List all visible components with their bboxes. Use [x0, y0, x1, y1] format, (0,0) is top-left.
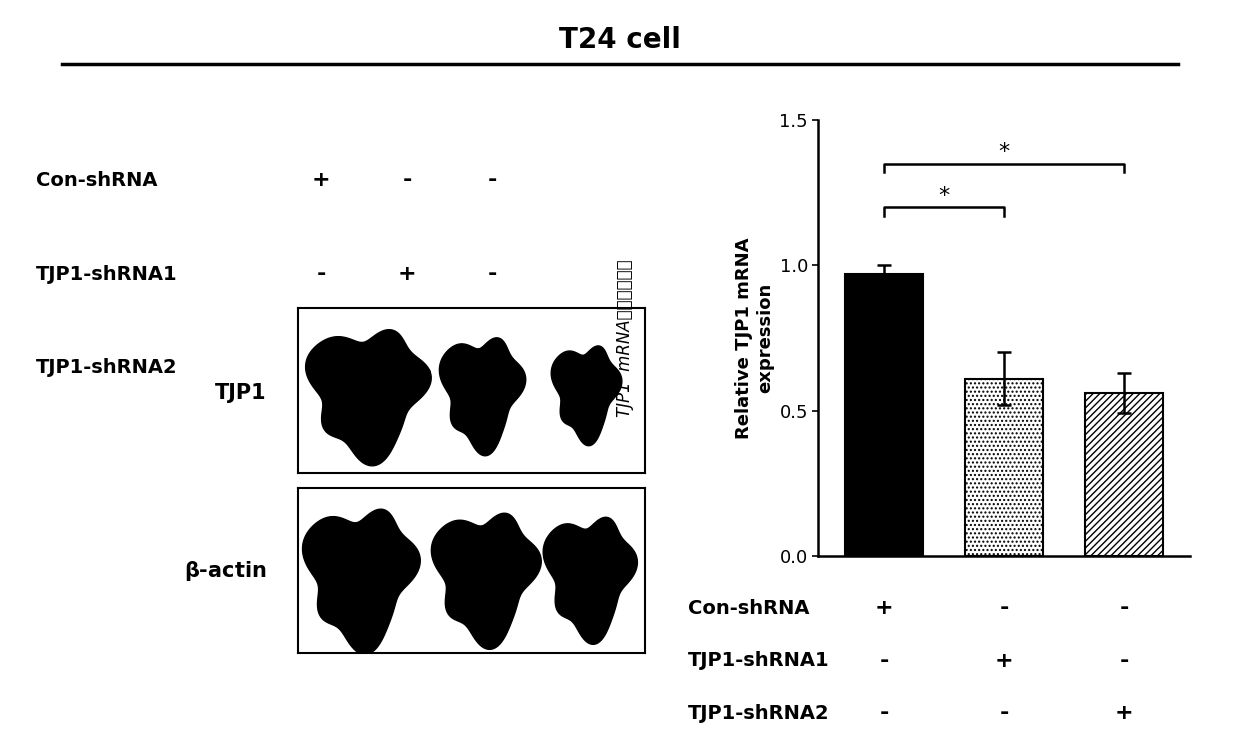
Text: +: +: [1115, 704, 1133, 723]
Text: TJP1  mRNA相对表达水平: TJP1 mRNA相对表达水平: [616, 259, 634, 417]
Text: -: -: [879, 704, 889, 723]
Text: -: -: [487, 264, 497, 284]
Text: -: -: [316, 264, 326, 284]
Text: -: -: [999, 599, 1009, 618]
Text: *: *: [939, 185, 950, 206]
Text: -: -: [487, 170, 497, 190]
Text: -: -: [1120, 599, 1130, 618]
Text: TJP1-shRNA1: TJP1-shRNA1: [688, 651, 830, 671]
Text: Con-shRNA: Con-shRNA: [36, 170, 157, 190]
Text: +: +: [398, 264, 417, 284]
Text: +: +: [484, 358, 502, 378]
Text: -: -: [1120, 651, 1130, 671]
Text: TJP1-shRNA1: TJP1-shRNA1: [36, 264, 177, 284]
Text: -: -: [402, 358, 412, 378]
Bar: [846, 274, 924, 556]
Text: +: +: [312, 170, 331, 190]
Polygon shape: [303, 509, 420, 654]
Text: -: -: [402, 170, 412, 190]
Text: -: -: [879, 651, 889, 671]
Bar: [966, 379, 1043, 556]
Text: Con-shRNA: Con-shRNA: [688, 599, 810, 618]
Text: -: -: [999, 704, 1009, 723]
Polygon shape: [552, 346, 622, 446]
Polygon shape: [543, 517, 637, 644]
Text: *: *: [998, 142, 1011, 162]
Text: $\mathbf{\beta}$-actin: $\mathbf{\beta}$-actin: [185, 559, 267, 583]
Text: +: +: [875, 599, 894, 618]
Text: +: +: [994, 651, 1014, 671]
Text: TJP1: TJP1: [215, 383, 267, 403]
Polygon shape: [320, 353, 430, 407]
Bar: [1085, 393, 1163, 556]
Text: TJP1-shRNA2: TJP1-shRNA2: [688, 704, 830, 723]
Polygon shape: [439, 338, 526, 456]
Text: TJP1-shRNA2: TJP1-shRNA2: [36, 358, 177, 378]
Polygon shape: [432, 513, 541, 650]
Text: T24 cell: T24 cell: [559, 26, 681, 54]
Text: -: -: [316, 358, 326, 378]
Polygon shape: [305, 330, 432, 466]
Y-axis label: Relative TJP1 mRNA
expression: Relative TJP1 mRNA expression: [735, 237, 774, 439]
